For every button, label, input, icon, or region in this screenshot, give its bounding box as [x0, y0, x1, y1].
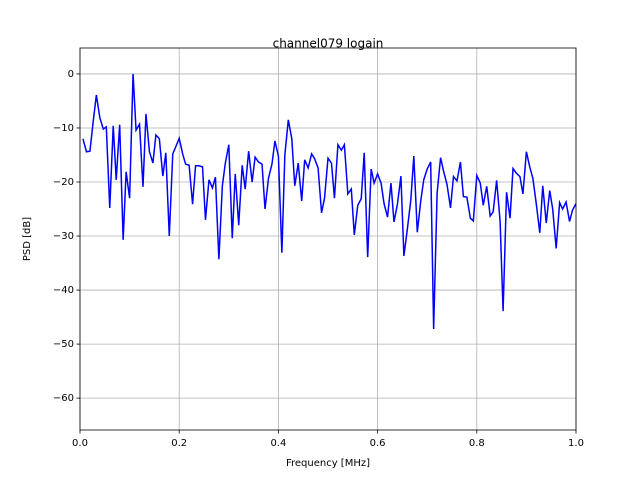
- y-tick-label: −60: [53, 393, 74, 404]
- x-tick-label: 0.8: [469, 438, 485, 449]
- y-tick-label: −10: [53, 123, 74, 134]
- x-tick-label: 0.6: [370, 438, 386, 449]
- y-tick-label: −30: [53, 231, 74, 242]
- x-axis-label: Frequency [MHz]: [286, 458, 370, 469]
- y-axis-label: PSD [dB]: [22, 217, 33, 261]
- axes-frame: [79, 47, 577, 431]
- y-tick-label: −50: [53, 339, 74, 350]
- y-tick-label: −20: [53, 177, 74, 188]
- x-tick-label: 1.0: [568, 438, 584, 449]
- data-line: [82, 73, 576, 329]
- chart-title: channel079 logain: [273, 37, 384, 51]
- y-tick-label: −40: [53, 285, 74, 296]
- x-tick-label: 0.4: [270, 438, 286, 449]
- x-tick-label: 0.2: [171, 438, 187, 449]
- x-tick-label: 0.0: [72, 438, 88, 449]
- y-tick-label: 0: [68, 69, 74, 80]
